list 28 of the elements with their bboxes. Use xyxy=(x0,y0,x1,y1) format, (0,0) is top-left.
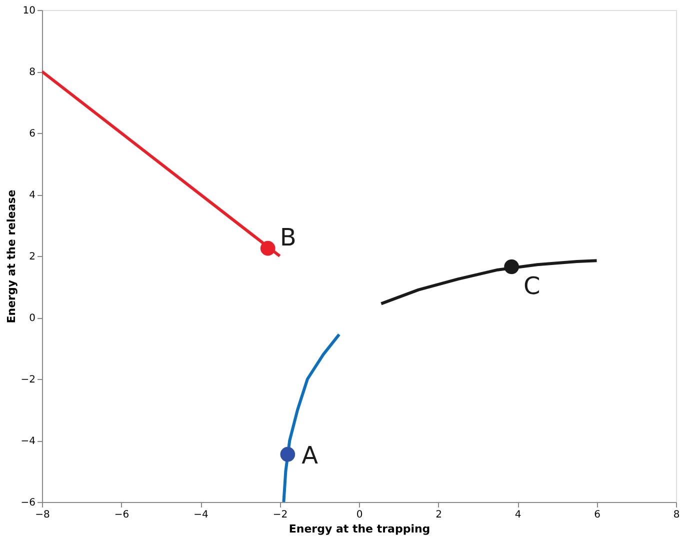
x-tick-label: 4 xyxy=(514,510,522,520)
x-tick-label: 6 xyxy=(594,510,600,520)
x-tick-label: −4 xyxy=(194,510,208,520)
y-tick-label: 6 xyxy=(29,128,36,140)
x-tick-label: 8 xyxy=(673,510,680,520)
y-tick-label: 0 xyxy=(29,313,36,324)
y-tick-label: −6 xyxy=(20,498,36,508)
x-tick-label: −6 xyxy=(114,510,130,520)
line-series xyxy=(282,332,341,502)
y-tick-label: 10 xyxy=(22,6,36,16)
y-axis-title: Energy at the release xyxy=(4,190,18,324)
x-tick-label: −2 xyxy=(272,510,288,520)
point xyxy=(504,259,519,274)
x-tick-label: −8 xyxy=(35,510,50,520)
line-series xyxy=(380,259,598,306)
annotation: A xyxy=(302,441,319,470)
y-tick-label: −4 xyxy=(20,436,36,447)
y-tick-label: 8 xyxy=(29,67,36,78)
annotation: C xyxy=(524,272,540,300)
x-axis-title: Energy at the trapping xyxy=(288,522,430,536)
y-tick-label: 2 xyxy=(29,252,36,262)
point xyxy=(280,446,296,462)
y-tick-label: −2 xyxy=(20,374,36,386)
point xyxy=(260,240,276,256)
y-tick-label: 4 xyxy=(29,190,36,201)
x-tick-label: 0 xyxy=(356,510,363,520)
x-tick-label: 2 xyxy=(436,510,442,520)
annotation: B xyxy=(280,223,296,252)
